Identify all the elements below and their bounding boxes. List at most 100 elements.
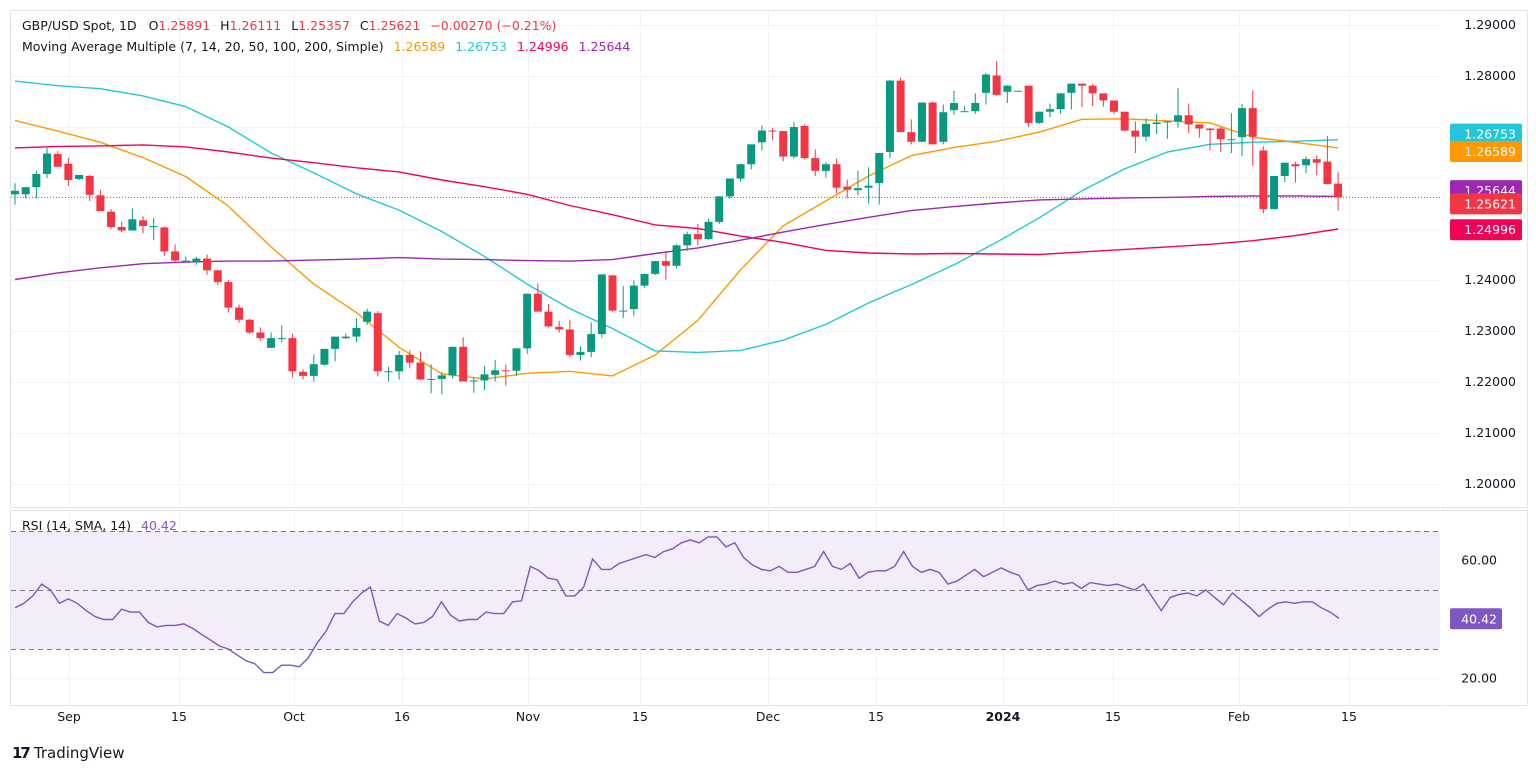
ma-legend-title: Moving Average Multiple (7, 14, 20, 50, … (22, 39, 384, 54)
candle-body (533, 293, 542, 312)
price-badge-label: 1.26753 (1464, 127, 1516, 142)
candle (1067, 83, 1076, 110)
candle (459, 337, 468, 382)
ma-line-ma20 (14, 118, 1339, 380)
candle-body (811, 158, 820, 171)
candle-body (917, 102, 926, 142)
candle (299, 369, 308, 380)
candle-body (587, 334, 596, 352)
candle-body (971, 103, 980, 112)
candle (832, 158, 841, 194)
open-label: O (148, 18, 159, 33)
time-tick-label: Nov (516, 709, 541, 724)
candle-body (949, 103, 958, 111)
tradingview-brand[interactable]: 17 TradingView (12, 744, 125, 762)
candle (171, 244, 180, 262)
candle (1291, 161, 1300, 183)
candle (928, 101, 937, 145)
candle-body (309, 364, 318, 376)
candle-body (1280, 162, 1289, 176)
ohlc-low: L1.25357 (291, 18, 350, 33)
candle (1078, 83, 1086, 108)
candle-body (448, 346, 457, 376)
candle (960, 106, 969, 113)
time-tick-label: Dec (756, 709, 780, 724)
candle-body (523, 293, 532, 349)
candle (1280, 162, 1289, 183)
candle-body (853, 188, 862, 191)
price-badge: 1.26589 (1450, 140, 1522, 162)
candle (757, 125, 766, 151)
candle-body (1013, 90, 1022, 92)
candle-body (53, 154, 62, 167)
rsi-legend-title: RSI (14, SMA, 14) (22, 518, 132, 533)
candle (448, 346, 457, 379)
price-tick-label: 1.23000 (1464, 323, 1516, 338)
candle-body (939, 112, 948, 142)
candle-body (11, 190, 19, 195)
candle (779, 131, 788, 162)
candle (405, 350, 414, 369)
candle-body (875, 153, 884, 184)
candle-body (21, 187, 30, 195)
candle (565, 319, 574, 358)
candle (1099, 93, 1108, 107)
candle (267, 332, 276, 348)
rsi-pane (11, 531, 1440, 680)
candle-body (288, 338, 297, 372)
time-axis[interactable]: Sep 15 Oct 16 Nov 15 Dec 15 2024 15 Feb 15 (57, 709, 1357, 724)
candle-body (885, 80, 894, 152)
candle-body (779, 131, 788, 157)
candle (224, 280, 233, 313)
candle (1110, 100, 1119, 114)
candle-body (1078, 83, 1086, 86)
candle (11, 183, 19, 205)
candle (629, 280, 638, 317)
candle-body (1120, 111, 1129, 131)
candle (1302, 156, 1311, 173)
candle (747, 144, 756, 170)
candle-body (544, 311, 553, 327)
candle-body (352, 327, 361, 337)
candle-body (800, 125, 809, 159)
candle (117, 221, 126, 233)
candle (704, 218, 713, 240)
candle-body (907, 132, 916, 142)
candle-body (1131, 130, 1140, 137)
candle-body (341, 336, 350, 339)
candle (213, 269, 222, 286)
candle-body (1291, 164, 1300, 167)
candle-body (501, 370, 510, 372)
candle (1174, 88, 1183, 128)
price-axis[interactable]: 1.29000 1.28000 1.24000 1.23000 1.22000 1.210… (1450, 17, 1522, 686)
candle-body (651, 261, 660, 274)
candle-body (245, 319, 254, 333)
candle (32, 170, 41, 199)
time-tick-label: Sep (57, 709, 81, 724)
candle-body (491, 370, 500, 375)
candle-body (1152, 122, 1161, 124)
candle (672, 244, 681, 269)
rsi-badge-label: 40.42 (1461, 611, 1497, 626)
time-tick-label: 16 (394, 709, 410, 724)
candle-body (437, 375, 446, 379)
candle-body (469, 380, 478, 382)
candle (939, 104, 948, 145)
candle-body (64, 163, 73, 181)
candle-body (427, 378, 436, 380)
candle-body (1312, 159, 1321, 163)
candle (192, 257, 201, 265)
candle (587, 322, 596, 358)
candle (1045, 103, 1054, 118)
candle-body (555, 326, 564, 330)
price-badge-bg (1450, 123, 1522, 145)
candle-body (1248, 108, 1257, 137)
candle (661, 250, 670, 280)
ohlc-open: O1.25891 (149, 18, 211, 33)
candle-body (661, 261, 670, 266)
ma-legend-value-100: 1.24996 (516, 39, 569, 54)
candle (533, 283, 542, 312)
candle (1323, 136, 1332, 185)
candle (523, 293, 532, 354)
